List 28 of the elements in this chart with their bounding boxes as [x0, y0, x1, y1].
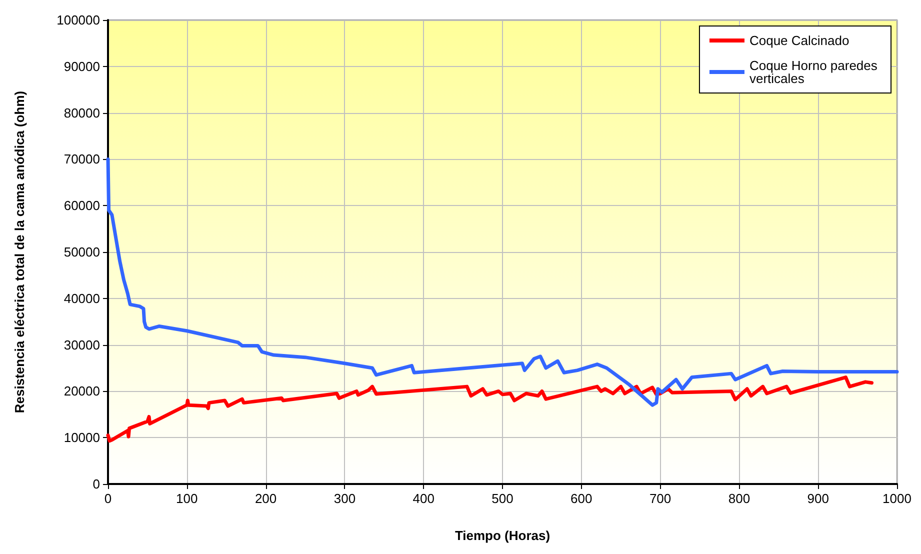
y-tick-label: 20000 — [64, 384, 100, 399]
y-tick-label: 70000 — [64, 152, 100, 167]
x-tick-label: 900 — [807, 491, 829, 506]
x-tick-label: 100 — [176, 491, 198, 506]
legend-label: Coque Horno paredes verticales — [749, 58, 881, 86]
x-tick-label: 600 — [570, 491, 592, 506]
x-tick-label: 400 — [412, 491, 434, 506]
x-tick-label: 500 — [492, 491, 514, 506]
line-series — [106, 157, 899, 407]
x-tick-label: 0 — [104, 491, 112, 506]
line-series — [106, 376, 874, 443]
legend-label: Coque Calcinado — [749, 33, 850, 48]
y-tick-label: 10000 — [64, 430, 100, 446]
y-tick-label: 30000 — [64, 337, 100, 352]
y-tick-label: 0 — [92, 476, 100, 492]
y-tick-label: 80000 — [64, 105, 100, 120]
y-axis-title: Resistencia eléctrica total de la cama anódica (ohm) — [12, 90, 27, 414]
y-tick-label: 60000 — [64, 198, 100, 214]
y-tick-label: 50000 — [64, 244, 100, 260]
y-tick-label: 90000 — [64, 58, 100, 74]
x-tick-label: 1000 — [882, 491, 912, 506]
x-tick-label: 200 — [254, 491, 277, 506]
x-axis-title: Tiempo (Horas) — [454, 528, 550, 543]
x-tick-label: 300 — [334, 491, 356, 506]
y-tick-label: 40000 — [64, 290, 100, 306]
y-tick-label: 100000 — [56, 12, 100, 28]
x-tick-label: 800 — [728, 491, 750, 506]
x-tick-label: 700 — [649, 491, 672, 506]
